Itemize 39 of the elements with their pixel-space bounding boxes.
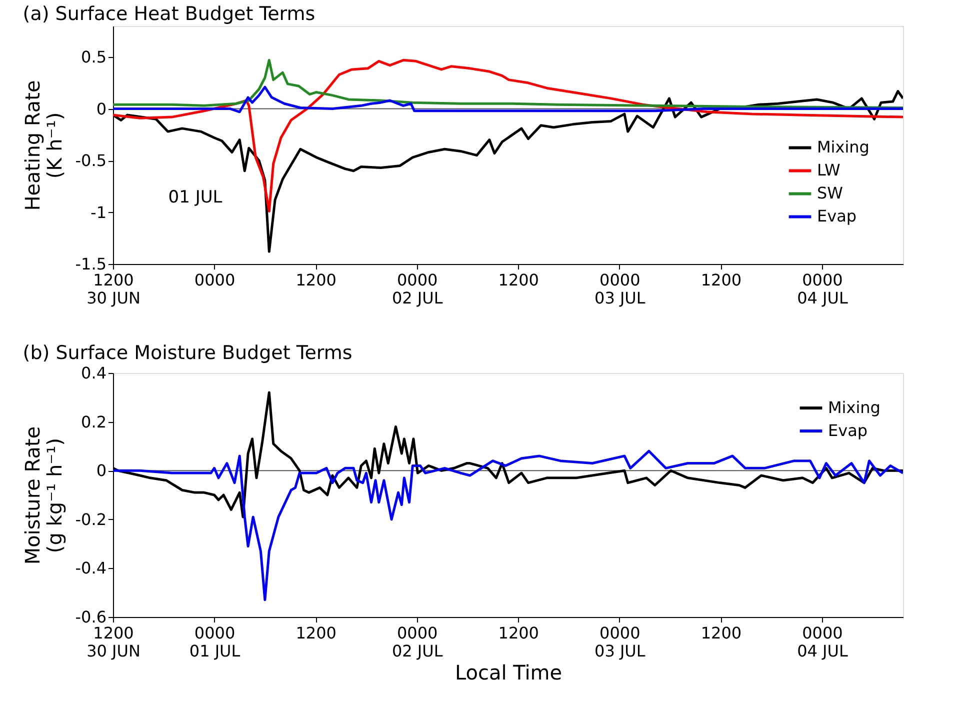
x-tick-label: 1200 <box>700 270 742 290</box>
x-tick-label: 1200 <box>700 624 742 642</box>
x-tick-label: 0000 02 JUL <box>392 624 443 660</box>
y-axis-title: Heating Rate (K h⁻¹) <box>20 80 66 211</box>
x-tick-label: 1200 30 JUN <box>86 270 140 308</box>
x-tick-label: 1200 30 JUN <box>86 624 140 660</box>
y-tick-label: -0.5 <box>75 151 106 170</box>
y-tick-label: 0 <box>96 461 106 480</box>
legend-label: SW <box>817 184 844 203</box>
x-tick-label: 0000 01 JUL <box>189 624 240 660</box>
y-tick-label: 0 <box>96 99 106 118</box>
y-tick-label: 0.4 <box>81 364 106 382</box>
y-tick-label: -0.4 <box>75 558 106 578</box>
legend-label: Mixing <box>828 398 880 417</box>
y-tick-label: 0.2 <box>81 412 106 432</box>
x-tick-label: 0000 03 JUL <box>594 270 646 308</box>
y-tick-label: -1 <box>90 202 106 222</box>
y-tick-label: -0.2 <box>75 510 106 529</box>
y-tick-label: -1.5 <box>75 254 106 274</box>
y-tick-label: 0.5 <box>81 48 106 67</box>
x-tick-label: 0000 <box>194 270 236 290</box>
chart-title: (b) Surface Moisture Budget Terms <box>22 342 352 364</box>
x-axis-title: Local Time <box>454 660 562 684</box>
x-tick-label: 1200 <box>498 270 539 290</box>
annotation: 01 JUL <box>168 187 223 208</box>
x-tick-label: 1200 <box>296 270 336 290</box>
x-tick-label: 1200 <box>296 624 336 642</box>
x-tick-label: 1200 <box>498 624 539 642</box>
x-tick-label: 0000 02 JUL <box>392 270 443 308</box>
legend-label: Mixing <box>817 138 870 157</box>
chart-title: (a) Surface Heat Budget Terms <box>22 3 316 25</box>
x-tick-label: 0000 04 JUL <box>797 624 848 660</box>
legend-label: Evap <box>828 421 868 440</box>
x-tick-label: 0000 04 JUL <box>797 270 848 308</box>
y-tick-label: -0.6 <box>75 608 106 626</box>
legend-label: LW <box>817 160 840 180</box>
y-axis-title: Moisture Rate (g kg⁻¹ h⁻¹) <box>20 426 66 565</box>
x-tick-label: 0000 03 JUL <box>594 624 646 660</box>
legend-label: Evap <box>817 206 857 226</box>
